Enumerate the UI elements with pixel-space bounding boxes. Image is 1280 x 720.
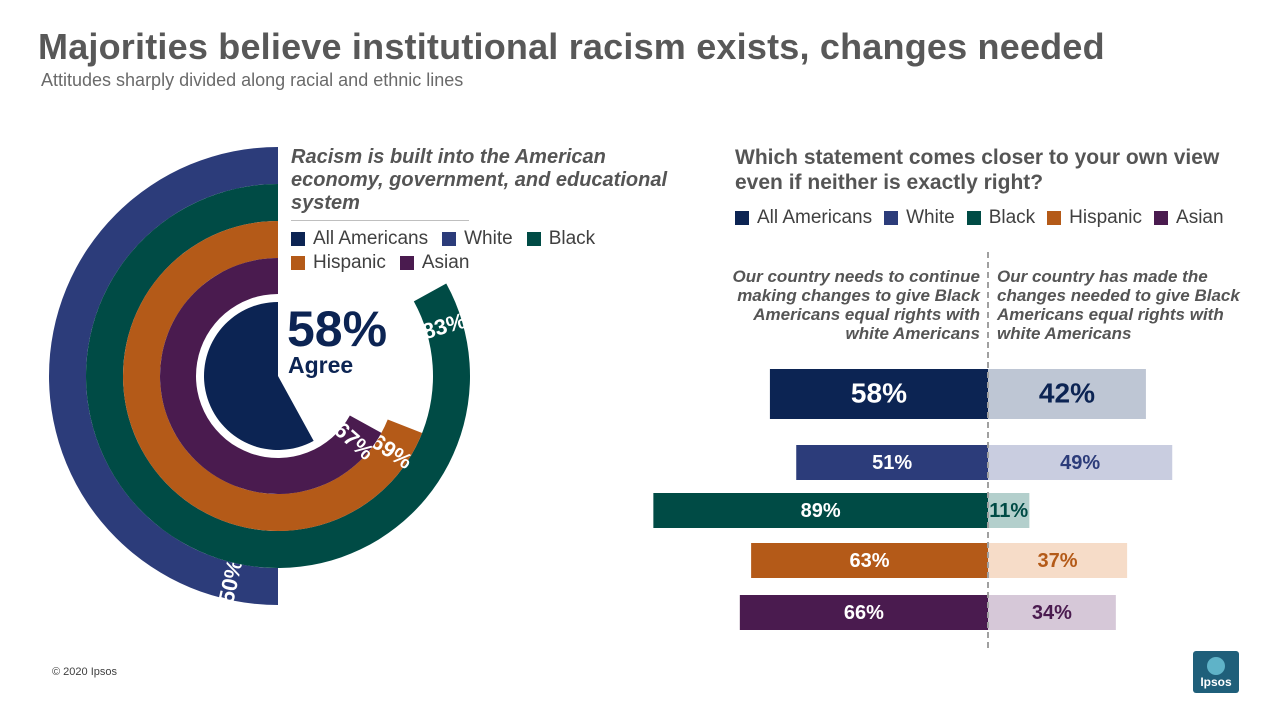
- bar-label-needs-changes-all-americans: 58%: [851, 377, 907, 408]
- legend-label: White: [464, 228, 513, 249]
- legend-label: Asian: [421, 252, 470, 273]
- legend-label: Black: [988, 207, 1036, 228]
- legend-item-hispanic: Hispanic: [291, 252, 386, 274]
- radial-chart: 50%83%69%67%: [49, 147, 470, 605]
- left-statement: Our country needs to continue making cha…: [732, 267, 980, 343]
- bar-label-needs-changes-asian: 66%: [844, 602, 884, 624]
- copyright: © 2020 Ipsos: [52, 666, 117, 678]
- legend-item-white: White: [884, 207, 955, 229]
- logo-mark: [1207, 657, 1225, 675]
- legend-item-all-americans: All Americans: [735, 207, 872, 229]
- bar-changes-made-all-americans: [988, 369, 1146, 419]
- legend-label: All Americans: [757, 207, 873, 228]
- legend-swatch: [1047, 211, 1062, 225]
- bar-needs-changes-black: [653, 493, 988, 528]
- center-label: Agree: [288, 352, 354, 378]
- bar-changes-made-black: [988, 493, 1030, 528]
- legend-swatch: [526, 232, 541, 246]
- bar-label-changes-made-asian: 34%: [1032, 602, 1072, 624]
- bar-label-needs-changes-black: 89%: [801, 500, 841, 522]
- bar-needs-changes-white: [796, 445, 988, 480]
- bar-changes-made-white: [988, 445, 1173, 480]
- bar-label-changes-made-all-americans: 42%: [1039, 377, 1095, 408]
- page-title: Majorities believe institutional racism …: [38, 26, 1105, 67]
- legend-label: White: [906, 207, 955, 228]
- legend-swatch: [1154, 211, 1169, 225]
- legend-item-hispanic: Hispanic: [1047, 207, 1142, 229]
- ipsos-logo: Ipsos: [1193, 651, 1239, 693]
- legend-item-black: Black: [526, 228, 596, 250]
- legend-item-all-americans: All Americans: [291, 228, 428, 250]
- legend-label: Black: [548, 228, 596, 249]
- logo-text: Ipsos: [1200, 675, 1232, 689]
- legend-swatch: [442, 232, 457, 246]
- page-subtitle: Attitudes sharply divided along racial a…: [41, 70, 464, 90]
- legend-item-white: White: [442, 228, 513, 250]
- bar-needs-changes-hispanic: [751, 543, 988, 578]
- bar-label-needs-changes-white: 51%: [872, 452, 912, 474]
- legend-label: All Americans: [313, 228, 429, 249]
- legend-label: Hispanic: [313, 252, 386, 273]
- legend-swatch: [735, 211, 749, 225]
- right-statement: Our country has made the changes needed …: [997, 267, 1240, 343]
- legend-item-asian: Asian: [399, 252, 470, 274]
- center-value: 58%: [287, 301, 388, 357]
- legend-item-black: Black: [966, 207, 1036, 229]
- legend-swatch: [291, 256, 305, 270]
- bar-changes-made-asian: [988, 595, 1116, 630]
- legend-swatch: [884, 211, 899, 225]
- bar-needs-changes-asian: [739, 595, 988, 630]
- ring-asian: [159, 258, 382, 494]
- bar-chart-title: Which statement comes closer to your own…: [735, 146, 1220, 194]
- bar-needs-changes-all-americans: [769, 369, 988, 419]
- bar-changes-made-hispanic: [988, 543, 1128, 578]
- ring-white: [49, 147, 278, 605]
- pie-all-americans: [203, 302, 314, 451]
- legend-swatch: [966, 211, 981, 225]
- legend-swatch: [291, 232, 305, 246]
- bar-chart-legend: All Americans White Black Hispanic Asian: [735, 207, 1275, 229]
- bar-label-changes-made-white: 49%: [1060, 452, 1100, 474]
- legend-swatch: [399, 256, 414, 270]
- bar-label-changes-made-hispanic: 37%: [1038, 550, 1078, 572]
- bar-label-needs-changes-hispanic: 63%: [850, 550, 890, 572]
- radial-chart-legend: All Americans White Black Hispanic Asian: [291, 228, 661, 274]
- legend-label: Asian: [1176, 207, 1224, 228]
- radial-chart-title: Racism is built into the American econom…: [291, 146, 667, 214]
- legend-item-asian: Asian: [1154, 207, 1224, 229]
- divider: [291, 220, 469, 221]
- legend-label: Hispanic: [1069, 207, 1143, 228]
- bar-label-changes-made-black: 11%: [989, 500, 1028, 522]
